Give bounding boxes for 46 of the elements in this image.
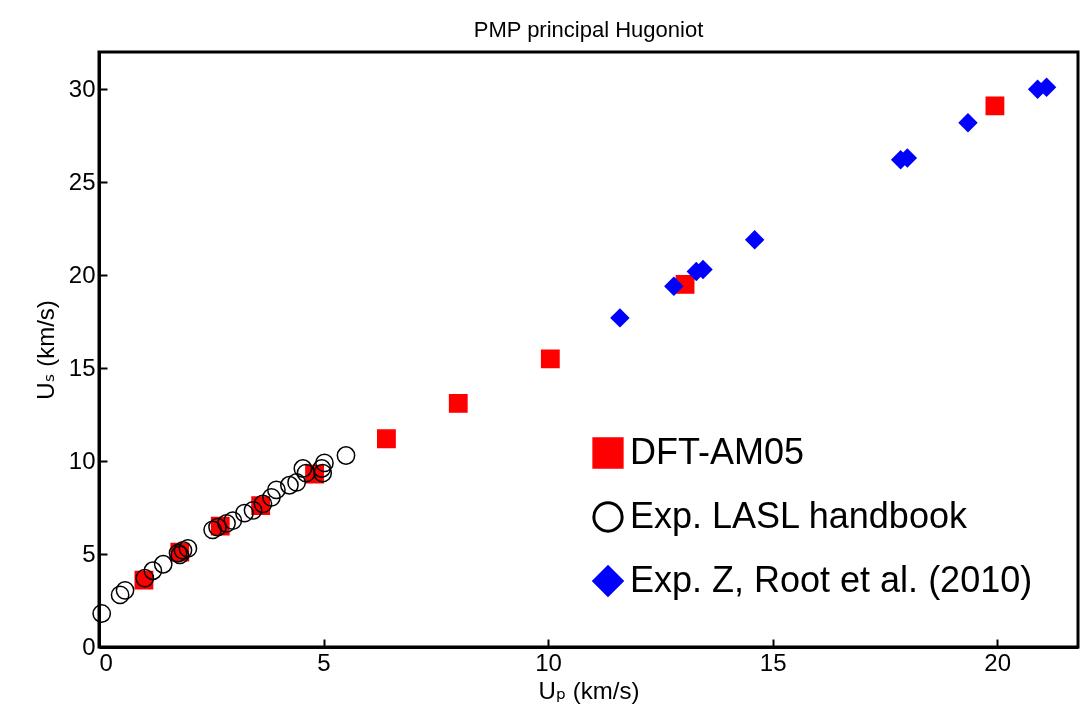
point [217, 513, 236, 533]
y-tick-label: 30 [68, 74, 96, 102]
point [315, 453, 334, 473]
point [223, 511, 243, 530]
point [985, 96, 1005, 116]
point [745, 230, 765, 250]
point [296, 463, 316, 483]
point [92, 604, 112, 623]
chart-title: PMP principal Hugoniot [473, 17, 704, 42]
point [313, 463, 333, 483]
point [448, 394, 468, 413]
point [115, 580, 135, 600]
point [203, 520, 223, 540]
point [110, 585, 130, 605]
point [377, 429, 396, 449]
x-tick-label: 0 [99, 648, 113, 676]
legend-label: Exp. Z, Root et al. (2010) [630, 559, 1033, 600]
y-tick-label: 5 [82, 539, 96, 567]
point [958, 113, 978, 133]
point [178, 539, 198, 558]
point [280, 475, 299, 495]
x-axis-title: Uₚ (km/s) [538, 676, 640, 704]
y-tick-label: 15 [68, 353, 96, 381]
point [243, 500, 263, 520]
point [287, 473, 307, 492]
y-tick-label: 25 [68, 167, 96, 195]
x-tick-label: 15 [759, 648, 787, 676]
point [664, 276, 684, 296]
x-tick-label: 20 [984, 648, 1012, 676]
point [266, 480, 286, 500]
point [293, 459, 313, 478]
x-tick-label: 5 [317, 648, 331, 676]
point [336, 446, 356, 465]
legend-label: Exp. LASL handbook [630, 495, 968, 536]
y-tick-label: 20 [68, 260, 96, 288]
point [143, 561, 163, 581]
legend-label: DFT-AM05 [630, 431, 805, 472]
point [262, 487, 281, 507]
point [610, 308, 630, 328]
point [153, 554, 173, 574]
point [540, 349, 560, 369]
x-tick-label: 10 [535, 648, 562, 676]
y-tick-label: 10 [68, 446, 96, 474]
point [235, 503, 254, 523]
point [312, 459, 332, 478]
y-axis-title: Uₛ (km/s) [31, 300, 59, 400]
